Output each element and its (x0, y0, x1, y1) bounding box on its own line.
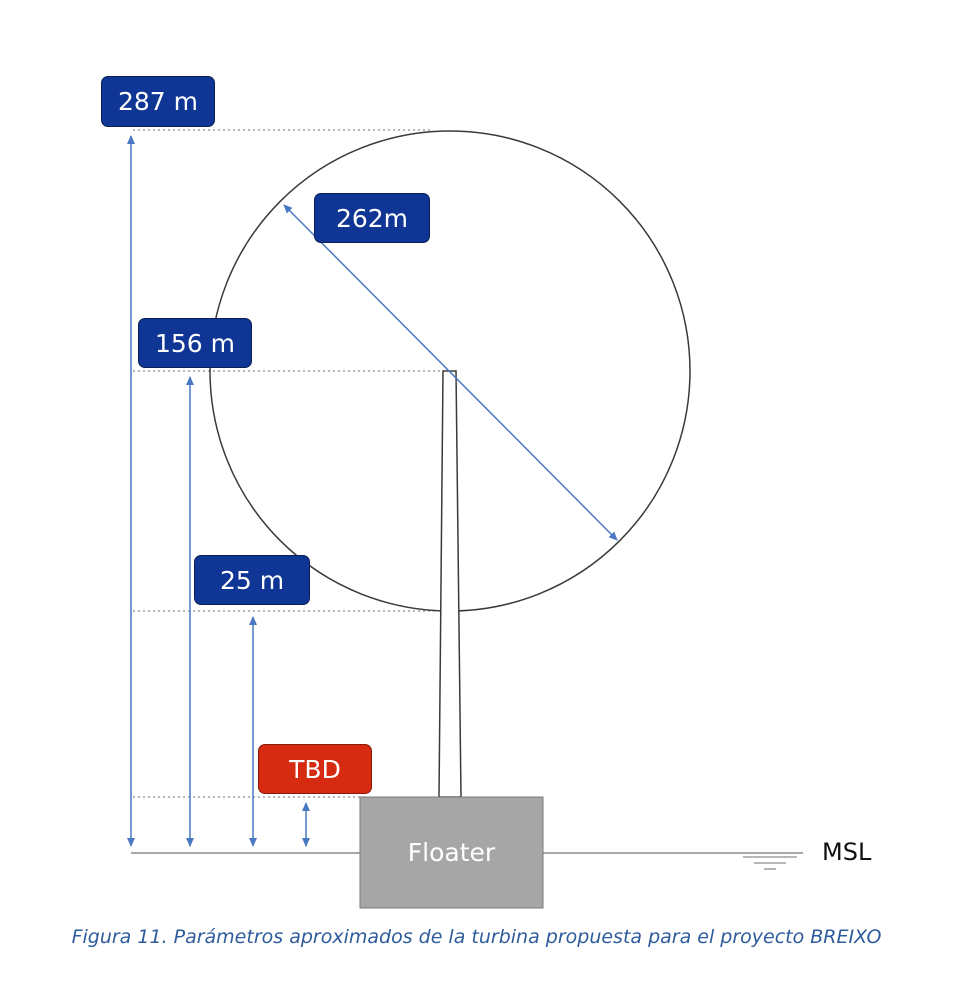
hub-height-label: 156 m (138, 318, 252, 368)
rotor-diameter-label: 262m (314, 193, 430, 243)
floater-label: Floater (407, 838, 496, 867)
tip-clearance-label: 25 m (194, 555, 310, 605)
tower (438, 370, 462, 798)
sea-level-label: MSL (822, 838, 872, 866)
total-height-label: 287 m (101, 76, 215, 127)
figure-caption: Figura 11. Parámetros aproximados de la … (71, 926, 882, 948)
floater (359, 796, 544, 909)
freeboard-label: TBD (258, 744, 372, 794)
water-level-icon (743, 856, 797, 870)
arrow-rotor-diameter (283, 204, 618, 541)
